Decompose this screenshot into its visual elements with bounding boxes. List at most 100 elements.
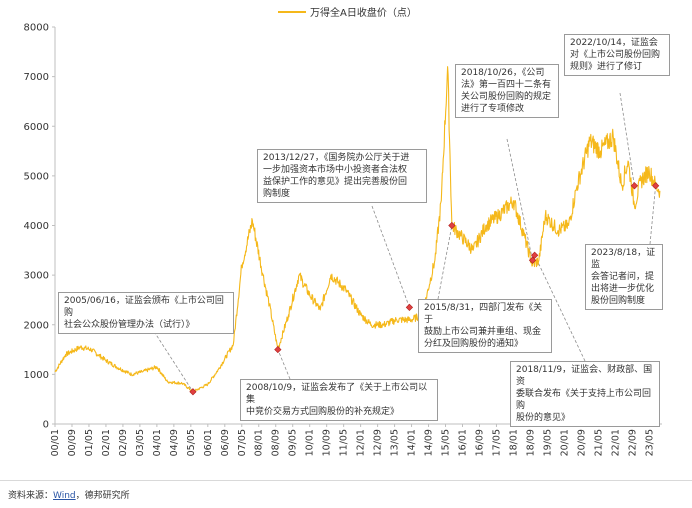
event-marker (528, 256, 537, 264)
annotation-line: 益保护工作的意见》提出完善股份回 (263, 177, 408, 187)
footer-rule (0, 480, 692, 481)
x-tick-label: 07/05 (237, 429, 248, 456)
y-tick-label: 7000 (24, 72, 49, 83)
x-tick-label: 19/05 (542, 429, 553, 456)
x-tick-label: 00/09 (67, 429, 78, 456)
x-axis: 00/01 00/09 01/05 02/01 02/09 03/05 04/01 04/09… (50, 423, 662, 456)
annotation-line: 分红及回购股份的通知》 (424, 339, 524, 349)
leader-line (619, 92, 635, 186)
annotation-line: 2013/12/27，《国务院办公厅关于进 (263, 153, 410, 163)
x-tick-label: 08/01 (254, 429, 265, 456)
x-tick-label: 03/05 (135, 429, 146, 456)
x-tick-label: 00/01 (50, 429, 61, 456)
event-markers (189, 182, 660, 396)
annotation-2005-06-16: 2005/06/16，证监会颁布《上市公司回购社会公众股份管理办法（试行）》 (58, 292, 234, 334)
annotation-line: 规则》进行了修订 (570, 62, 643, 72)
x-tick-label: 14/01 (407, 429, 418, 456)
annotation-line: 股份的意见》 (516, 413, 571, 423)
source-prefix: 资料来源： (8, 491, 54, 501)
annotation-line: 2005/06/16，证监会颁布《上市公司回购 (64, 296, 224, 318)
annotation-2018-10-26: 2018/10/26，《公司 法》第一百四十二条有 关公司股份回购的规定 进行了专项修… (455, 64, 559, 118)
event-marker (405, 303, 414, 312)
annotation-line: 股份回购制度 (591, 296, 646, 306)
event-marker (448, 221, 456, 230)
leader-line (437, 225, 453, 300)
x-tick-label: 13/05 (390, 429, 401, 456)
annotation-2013-12-27: 2013/12/27，《国务院办公厅关于进 一步加强资本市场中小投资者合法权 益保护… (257, 149, 427, 203)
annotation-line: 对《上市公司股份回购 (570, 50, 661, 60)
annotation-line: 鼓励上市公司兼并重组、现金 (424, 327, 542, 337)
annotation-line: 会答记者问，提 (591, 272, 655, 282)
leader-line (371, 205, 410, 308)
annotation-2018-11-09: 2018/11/9，证监会、财政部、国资 委联合发布《关于支持上市公司回购股份的意… (510, 361, 660, 427)
event-marker (274, 345, 282, 354)
annotation-line: 关公司股份回购的规定 (461, 92, 552, 102)
x-tick-label: 02/09 (118, 429, 129, 456)
x-tick-label: 18/09 (525, 429, 536, 456)
x-tick-label: 01/05 (84, 429, 95, 456)
x-tick-label: 23/05 (644, 429, 655, 456)
leader-lines (145, 92, 657, 392)
x-tick-label: 22/09 (627, 429, 638, 456)
y-tick-label: 2000 (24, 320, 49, 331)
leader-line (534, 255, 586, 362)
source-note: 资料来源：Wind，德邦研究所 (8, 488, 130, 501)
event-marker (531, 251, 539, 259)
y-axis: 0 1000 2000 3000 4000 5000 6000 7000 8000 (24, 23, 56, 431)
x-tick-label: 16/09 (474, 429, 485, 456)
event-marker (189, 388, 197, 396)
leader-line (145, 318, 194, 392)
annotation-line: 2018/11/9，证监会、财政部、国资 (516, 365, 653, 387)
annotation-line: 购制度 (263, 189, 291, 199)
annotation-2015-08-31: 2015/8/31，四部门发布《关于鼓励上市公司兼并重组、现金 分红及回购股份的通… (418, 299, 552, 353)
annotation-line: 一步加强资本市场中小投资者合法权 (263, 165, 408, 175)
event-marker (652, 182, 660, 190)
annotation-line: 法》第一百四十二条有 (461, 80, 552, 90)
x-tick-label: 14/09 (424, 429, 435, 456)
y-tick-label: 3000 (24, 271, 49, 282)
x-tick-label: 06/01 (203, 429, 214, 456)
x-tick-label: 18/01 (508, 429, 519, 456)
annotation-2008-10-09: 2008/10/9，证监会发布了《关于上市公司以集中竞价交易方式回购股份的补充规… (240, 379, 438, 421)
x-tick-label: 08/09 (271, 429, 282, 456)
y-tick-label: 5000 (24, 171, 49, 182)
x-tick-label: 15/05 (441, 429, 452, 456)
y-tick-label: 0 (43, 420, 49, 431)
x-tick-label: 12/09 (373, 429, 384, 456)
legend: 万得全A日收盘价（点） (278, 6, 417, 19)
y-tick-label: 8000 (24, 23, 49, 34)
x-tick-label: 10/01 (305, 429, 316, 456)
y-tick-label: 1000 (24, 370, 49, 381)
y-tick-label: 4000 (24, 221, 49, 232)
annotation-line: 委联合发布《关于支持上市公司回购 (516, 389, 652, 411)
annotation-line: 2008/10/9，证监会发布了《关于上市公司以集 (246, 383, 428, 405)
annotation-2023-08-18: 2023/8/18，证监会答记者问，提 出将进一步优化 股份回购制度 (585, 244, 663, 310)
x-tick-label: 16/01 (457, 429, 468, 456)
x-tick-label: 09/05 (288, 429, 299, 456)
annotation-line: 社会公众股份管理办法（试行）》 (64, 320, 195, 330)
annotation-line: 2022/10/14，证监会 (570, 38, 658, 48)
x-tick-label: 05/05 (186, 429, 197, 456)
leader-line (277, 349, 291, 380)
annotation-line: 出将进一步优化 (591, 284, 655, 294)
leader-line (649, 185, 657, 245)
annotation-line: 2015/8/31，四部门发布《关于 (424, 303, 543, 325)
annotation-line: 进行了专项修改 (461, 104, 525, 114)
leader-line (506, 138, 533, 261)
x-tick-label: 11/05 (339, 429, 350, 456)
source-link[interactable]: Wind (53, 491, 76, 501)
x-tick-label: 22/01 (610, 429, 621, 456)
x-tick-label: 04/01 (152, 429, 163, 456)
x-tick-label: 20/09 (576, 429, 587, 456)
x-tick-label: 10/09 (322, 429, 333, 456)
x-tick-label: 02/01 (101, 429, 112, 456)
x-tick-label: 21/05 (593, 429, 604, 456)
series-layer (54, 66, 661, 393)
event-marker (630, 182, 639, 190)
x-tick-label: 12/01 (356, 429, 367, 456)
annotation-line: 2018/10/26，《公司 (461, 68, 545, 78)
annotation-line: 2023/8/18，证监 (591, 248, 656, 270)
annotation-line: 中竞价交易方式回购股份的补充规定》 (246, 407, 400, 417)
x-tick-label: 20/01 (559, 429, 570, 456)
series-line (54, 66, 661, 393)
